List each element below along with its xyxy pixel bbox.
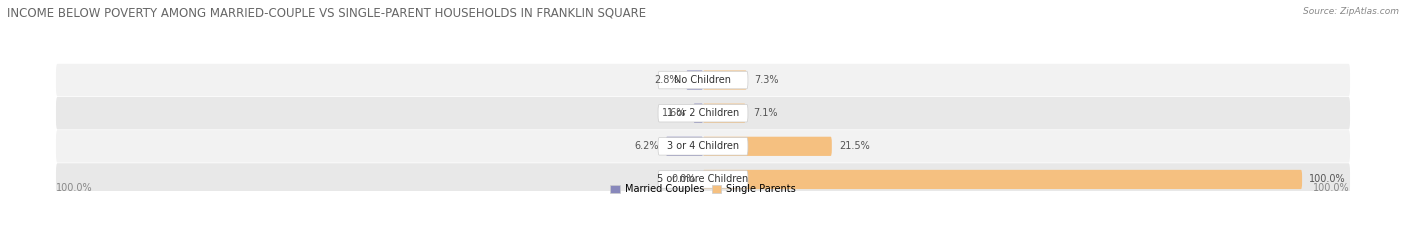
Text: 21.5%: 21.5%	[839, 141, 870, 151]
Text: 100.0%: 100.0%	[56, 183, 93, 193]
FancyBboxPatch shape	[56, 163, 1350, 196]
FancyBboxPatch shape	[693, 104, 703, 123]
FancyBboxPatch shape	[56, 130, 1350, 163]
Text: 5 or more Children: 5 or more Children	[658, 175, 748, 185]
FancyBboxPatch shape	[703, 170, 1302, 189]
FancyBboxPatch shape	[703, 104, 745, 123]
Text: 3 or 4 Children: 3 or 4 Children	[666, 141, 740, 151]
Text: 100.0%: 100.0%	[1313, 183, 1350, 193]
FancyBboxPatch shape	[658, 137, 748, 155]
Text: 1.6%: 1.6%	[662, 108, 686, 118]
FancyBboxPatch shape	[658, 104, 748, 122]
Text: INCOME BELOW POVERTY AMONG MARRIED-COUPLE VS SINGLE-PARENT HOUSEHOLDS IN FRANKLI: INCOME BELOW POVERTY AMONG MARRIED-COUPL…	[7, 7, 647, 20]
FancyBboxPatch shape	[686, 70, 703, 90]
Text: 7.3%: 7.3%	[754, 75, 779, 85]
Text: 0.0%: 0.0%	[672, 175, 696, 185]
FancyBboxPatch shape	[658, 71, 748, 89]
FancyBboxPatch shape	[56, 64, 1350, 96]
FancyBboxPatch shape	[658, 171, 748, 188]
FancyBboxPatch shape	[56, 97, 1350, 129]
Legend: Married Couples, Single Parents: Married Couples, Single Parents	[606, 180, 800, 198]
Text: 7.1%: 7.1%	[752, 108, 778, 118]
FancyBboxPatch shape	[666, 137, 703, 156]
FancyBboxPatch shape	[703, 137, 832, 156]
Text: Source: ZipAtlas.com: Source: ZipAtlas.com	[1303, 7, 1399, 16]
FancyBboxPatch shape	[703, 70, 747, 90]
Text: 100.0%: 100.0%	[1309, 175, 1346, 185]
Text: 6.2%: 6.2%	[634, 141, 658, 151]
Text: 2.8%: 2.8%	[655, 75, 679, 85]
Text: No Children: No Children	[675, 75, 731, 85]
Text: 1 or 2 Children: 1 or 2 Children	[666, 108, 740, 118]
